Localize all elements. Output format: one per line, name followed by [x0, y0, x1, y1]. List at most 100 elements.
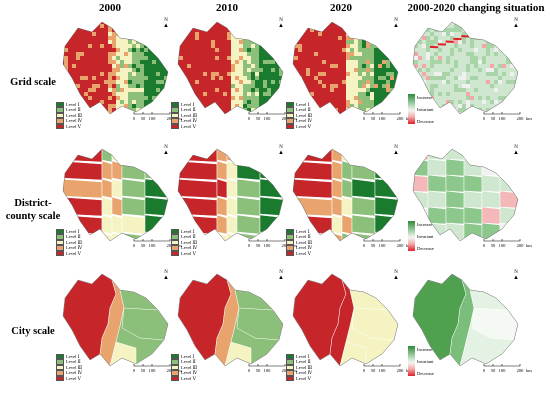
legend-swatch	[286, 359, 294, 365]
legend-item: Level Ⅱ	[171, 359, 197, 365]
legend-label: Level Ⅴ	[66, 375, 81, 381]
legend-item: Level Ⅴ	[56, 250, 82, 257]
north-label: N	[394, 145, 398, 150]
change-legend-increase: Increase	[417, 222, 433, 227]
legend-swatch	[56, 112, 64, 119]
legend-swatch	[56, 370, 64, 376]
scalebar-tick: 0	[248, 243, 251, 248]
legend-label: Level Ⅴ	[66, 123, 81, 129]
change-legend-invariant: Invariant	[417, 359, 434, 364]
scalebar-tick: 200	[167, 368, 175, 373]
north-label: N	[164, 145, 168, 150]
column-header-2000: 2000	[99, 2, 121, 14]
legend-label: Level Ⅴ	[296, 250, 311, 256]
legend-label: Level Ⅰ	[181, 102, 195, 107]
legend-label: Level Ⅳ	[181, 370, 198, 376]
legend-label: Level Ⅲ	[296, 239, 313, 245]
north-label: N	[514, 18, 518, 23]
scalebar-tick: 200	[517, 243, 525, 248]
map-r2-c3	[412, 273, 519, 367]
north-arrow-icon: ▲	[513, 150, 519, 156]
legend-item: Level Ⅰ	[171, 354, 197, 360]
legend-item: Level Ⅴ	[171, 375, 197, 382]
scalebar-tick: 100	[149, 243, 157, 248]
legend-swatch	[171, 107, 179, 113]
north-label: N	[164, 270, 168, 275]
scalebar-tick: 100	[499, 243, 507, 248]
scalebar-tick: 200	[167, 243, 175, 248]
legend-item: Level Ⅱ	[286, 359, 312, 365]
legend-swatch	[56, 239, 64, 246]
legend-item: Level Ⅳ	[286, 370, 312, 376]
legend-item: Level Ⅳ	[171, 245, 197, 251]
legend-item: Level Ⅴ	[56, 375, 82, 382]
map-r0-c2	[292, 21, 399, 115]
scalebar-tick: 200	[167, 116, 175, 121]
legend-item: Level Ⅱ	[286, 107, 312, 113]
change-legend-increase: Increase	[417, 347, 433, 352]
legend-swatch	[171, 375, 179, 382]
legend-item: Level Ⅰ	[56, 229, 82, 235]
legend-item: Level Ⅰ	[286, 229, 312, 235]
legend-swatch	[286, 364, 294, 371]
legend-item: Level Ⅲ	[171, 239, 198, 246]
legend-item: Level Ⅳ	[286, 118, 312, 124]
legend-swatch	[171, 234, 179, 240]
legend-swatch	[56, 250, 64, 257]
legend-r2-c2: Level Ⅰ Level Ⅱ Level Ⅲ Level Ⅳ Level Ⅴ	[286, 354, 313, 382]
column-header-2020: 2020	[330, 2, 352, 14]
legend-item: Level Ⅳ	[56, 370, 82, 376]
scalebar-unit: km	[291, 368, 297, 373]
scalebar-tick: 0	[483, 368, 486, 373]
north-label: N	[279, 18, 283, 23]
legend-label: Level Ⅲ	[181, 239, 198, 245]
legend-r0-c2: Level Ⅰ Level Ⅱ Level Ⅲ Level Ⅳ Level Ⅴ	[286, 102, 312, 130]
scalebar-tick: 100	[264, 368, 272, 373]
legend-item: Level Ⅰ	[56, 102, 82, 108]
legend-swatch	[286, 229, 294, 235]
legend-swatch	[171, 229, 179, 235]
scalebar-tick: 0	[133, 368, 136, 373]
legend-swatch	[171, 112, 179, 119]
legend-swatch	[286, 102, 294, 108]
north-label: N	[514, 270, 518, 275]
column-header-change: 2000-2020 changing situation	[407, 2, 545, 14]
scalebar-tick: 50	[256, 116, 261, 121]
scalebar-tick: 0	[363, 116, 366, 121]
row-header-district: District-county scale	[5, 198, 61, 222]
change-legend-decrease: Decrease	[417, 119, 434, 124]
scalebar-tick: 200	[282, 116, 290, 121]
scalebar-unit: km	[526, 243, 532, 248]
legend-swatch	[56, 118, 64, 124]
legend-swatch	[286, 354, 294, 360]
scalebar-tick: 200	[397, 243, 405, 248]
legend-swatch	[286, 370, 294, 376]
north-arrow-icon: ▲	[393, 150, 399, 156]
scalebar-tick: 50	[371, 116, 376, 121]
scalebar-tick: 50	[371, 368, 376, 373]
legend-item: Level Ⅲ	[56, 364, 82, 371]
legend-label: Level Ⅲ	[181, 112, 198, 118]
legend-label: Level Ⅱ	[296, 359, 311, 365]
legend-label: Level Ⅱ	[181, 107, 196, 113]
scalebar-tick: 200	[517, 368, 525, 373]
north-arrow-r1-c0: N ▲	[162, 145, 170, 156]
scalebar-tick: 50	[491, 116, 496, 121]
map-r1-c1	[177, 148, 284, 242]
legend-swatch	[56, 234, 64, 240]
legend-swatch	[286, 234, 294, 240]
legend-swatch	[171, 118, 179, 124]
scalebar-r1-c3: 0 50 100 200 km	[483, 239, 532, 248]
legend-label: Level Ⅲ	[296, 364, 313, 370]
change-legend-r0: Increase Invariant Decrease	[408, 94, 434, 124]
map-r0-c3	[412, 21, 519, 115]
map-r0-c0	[62, 21, 169, 115]
legend-r1-c2: Level Ⅰ Level Ⅱ Level Ⅲ Level Ⅳ Level Ⅴ	[286, 229, 313, 257]
legend-r0-c1: Level Ⅰ Level Ⅱ Level Ⅲ Level Ⅳ Level Ⅴ	[171, 102, 198, 130]
scalebar-tick: 0	[248, 368, 251, 373]
legend-item: Level Ⅳ	[56, 245, 82, 251]
legend-label: Level Ⅴ	[66, 250, 81, 256]
